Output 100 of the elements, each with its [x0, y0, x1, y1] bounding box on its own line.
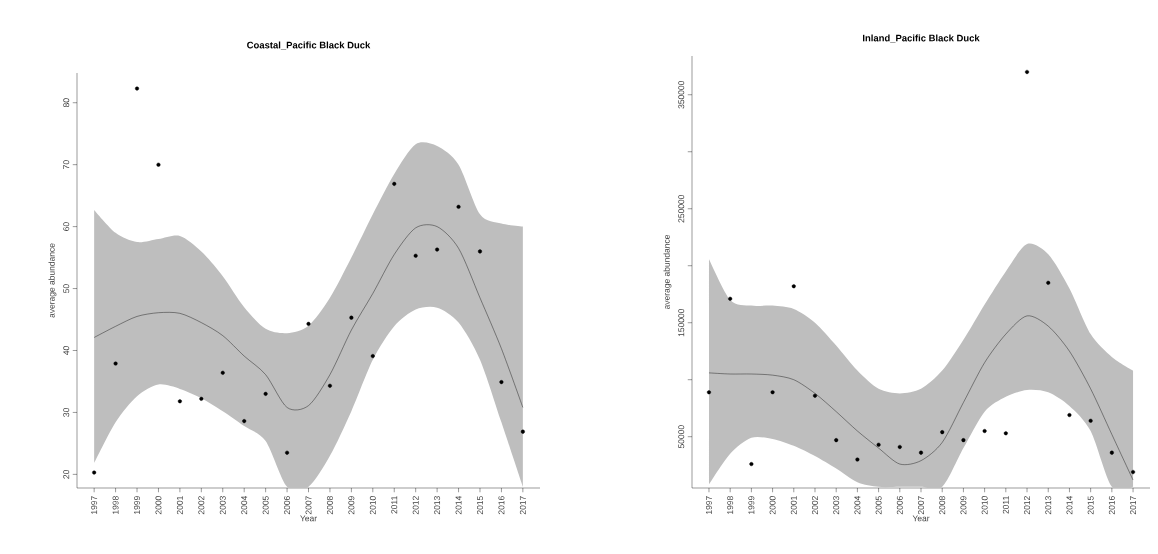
point — [749, 462, 754, 467]
point — [92, 470, 97, 475]
x-axis-title: Year — [300, 515, 317, 522]
point — [477, 249, 482, 254]
point — [456, 204, 461, 209]
x-tick-label: 2014 — [1066, 496, 1073, 515]
point — [220, 370, 225, 375]
point — [370, 354, 375, 359]
point — [982, 429, 987, 433]
point — [135, 86, 140, 91]
x-tick-label: 2015 — [476, 496, 483, 515]
point — [770, 390, 775, 395]
x-tick-label: 2008 — [939, 496, 946, 515]
x-tick-label: 2012 — [412, 496, 419, 515]
point — [156, 162, 161, 167]
x-tick-label: 2016 — [498, 496, 505, 515]
point — [1088, 418, 1093, 423]
x-tick-label: 2004 — [241, 496, 248, 515]
x-tick-label: 1999 — [134, 496, 141, 514]
point — [113, 361, 118, 366]
x-tick-label: 2005 — [875, 496, 882, 515]
x-tick-label: 2002 — [198, 496, 205, 515]
point — [263, 391, 268, 396]
point — [392, 181, 397, 186]
x-tick-label: 2006 — [284, 496, 291, 515]
point — [897, 444, 902, 449]
point — [728, 296, 733, 301]
x-tick-label: 2011 — [391, 496, 398, 514]
x-tick-label: 2015 — [1087, 496, 1094, 515]
point — [706, 390, 711, 395]
y-axis-title: average abundance — [663, 234, 672, 310]
point — [961, 438, 966, 443]
point — [1003, 431, 1008, 436]
x-tick-label: 2013 — [1045, 496, 1052, 515]
point — [834, 438, 839, 443]
point — [876, 442, 881, 447]
point — [940, 430, 945, 435]
x-tick-label: 2007 — [305, 496, 312, 515]
x-tick-label: 2005 — [262, 496, 269, 515]
point — [813, 393, 817, 398]
point — [435, 247, 440, 252]
x-tick-label: 1997 — [705, 496, 712, 514]
y-tick-label: 30 — [63, 408, 70, 417]
x-tick-label: 1998 — [112, 496, 119, 514]
y-tick-label: 350000 — [678, 80, 685, 109]
line-series — [708, 315, 1134, 481]
point — [413, 253, 418, 258]
x-tick-label: 2017 — [1130, 496, 1137, 515]
point — [306, 321, 311, 326]
point — [285, 450, 290, 455]
y-axis-title: average abundance — [48, 243, 57, 318]
point — [1025, 69, 1030, 74]
x-tick-label: 2010 — [981, 496, 988, 515]
x-tick-label: 2006 — [896, 496, 903, 515]
x-tick-label: 2011 — [1002, 496, 1009, 514]
x-tick-label: 2001 — [790, 496, 797, 515]
point — [327, 383, 332, 388]
y-tick-label: 80 — [63, 98, 70, 108]
x-tick-label: 2009 — [960, 496, 967, 515]
x-tick-label: 2013 — [434, 496, 441, 515]
point — [199, 396, 204, 401]
y-tick-label: 40 — [63, 346, 70, 356]
x-tick-label: 2004 — [854, 496, 861, 515]
x-tick-label: 2014 — [455, 496, 462, 515]
x-tick-label: 2000 — [155, 496, 162, 515]
x-tick-label: 1998 — [727, 496, 734, 514]
point — [499, 380, 504, 385]
point — [791, 284, 796, 289]
x-tick-label: 2008 — [326, 496, 333, 515]
x-tick-label: 2003 — [219, 496, 226, 515]
y-tick-label: 70 — [63, 160, 70, 169]
point — [242, 419, 247, 424]
chart-title: Coastal_Pacific Black Duck — [247, 41, 371, 50]
y-tick-label: 20 — [63, 470, 70, 479]
x-tick-label: 2009 — [348, 496, 355, 515]
x-tick-label: 2016 — [1108, 496, 1115, 515]
y-tick-label: 250000 — [678, 194, 685, 223]
x-tick-label: 1999 — [748, 496, 755, 514]
x-tick-label: 2017 — [519, 496, 526, 515]
x-tick-label: 2007 — [918, 496, 924, 515]
point — [855, 457, 860, 462]
point — [177, 399, 182, 404]
point — [520, 429, 525, 434]
chart-title: Inland_Pacific Black Duck — [863, 34, 980, 43]
y-tick-label: 50 — [63, 284, 70, 293]
point — [919, 450, 923, 455]
point — [1131, 470, 1136, 475]
x-tick-label: 1997 — [91, 496, 98, 514]
point — [1109, 450, 1114, 455]
x-tick-label: 2001 — [176, 496, 183, 515]
point — [1046, 280, 1051, 285]
x-tick-label: 2002 — [812, 496, 818, 515]
y-tick-label: 150000 — [678, 308, 685, 337]
x-tick-label: 2003 — [833, 496, 840, 515]
x-tick-label: 2010 — [369, 496, 376, 515]
y-tick-label: 60 — [63, 222, 70, 231]
x-axis-title: Year — [912, 515, 930, 522]
point — [349, 315, 354, 320]
point — [1067, 413, 1072, 418]
x-tick-label: 2012 — [1024, 496, 1031, 515]
